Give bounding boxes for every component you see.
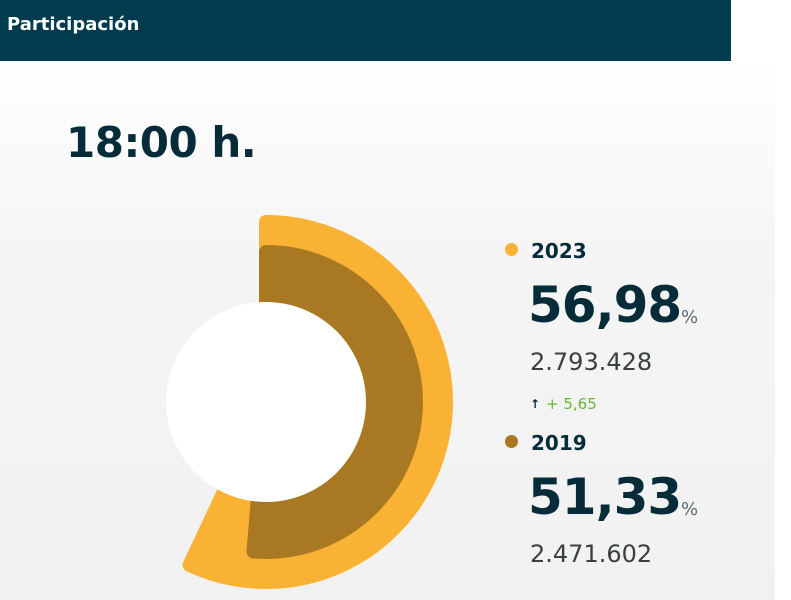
participation-difference: + 5,65 [546,395,597,413]
pct-sign-2019: % [681,499,699,520]
panel-header: Participación [0,0,731,61]
votes-2019: 2.471.602 [530,540,653,568]
panel-title: Participación [7,14,140,35]
pct-sign-2023: % [681,307,699,328]
arrow-up-icon: ↑ [530,397,541,411]
chart-center-hole [166,302,366,502]
pct-value-2019: 51,33 [528,468,682,526]
legend-year-2019: 2019 [531,431,587,455]
time-label: 18:00 h. [66,118,257,167]
pct-value-2023: 56,98 [528,276,682,334]
votes-2023: 2.793.428 [530,348,653,376]
legend-dot-2019 [505,435,518,448]
legend-year-2023: 2023 [531,239,587,263]
legend-dot-2023 [505,243,518,256]
